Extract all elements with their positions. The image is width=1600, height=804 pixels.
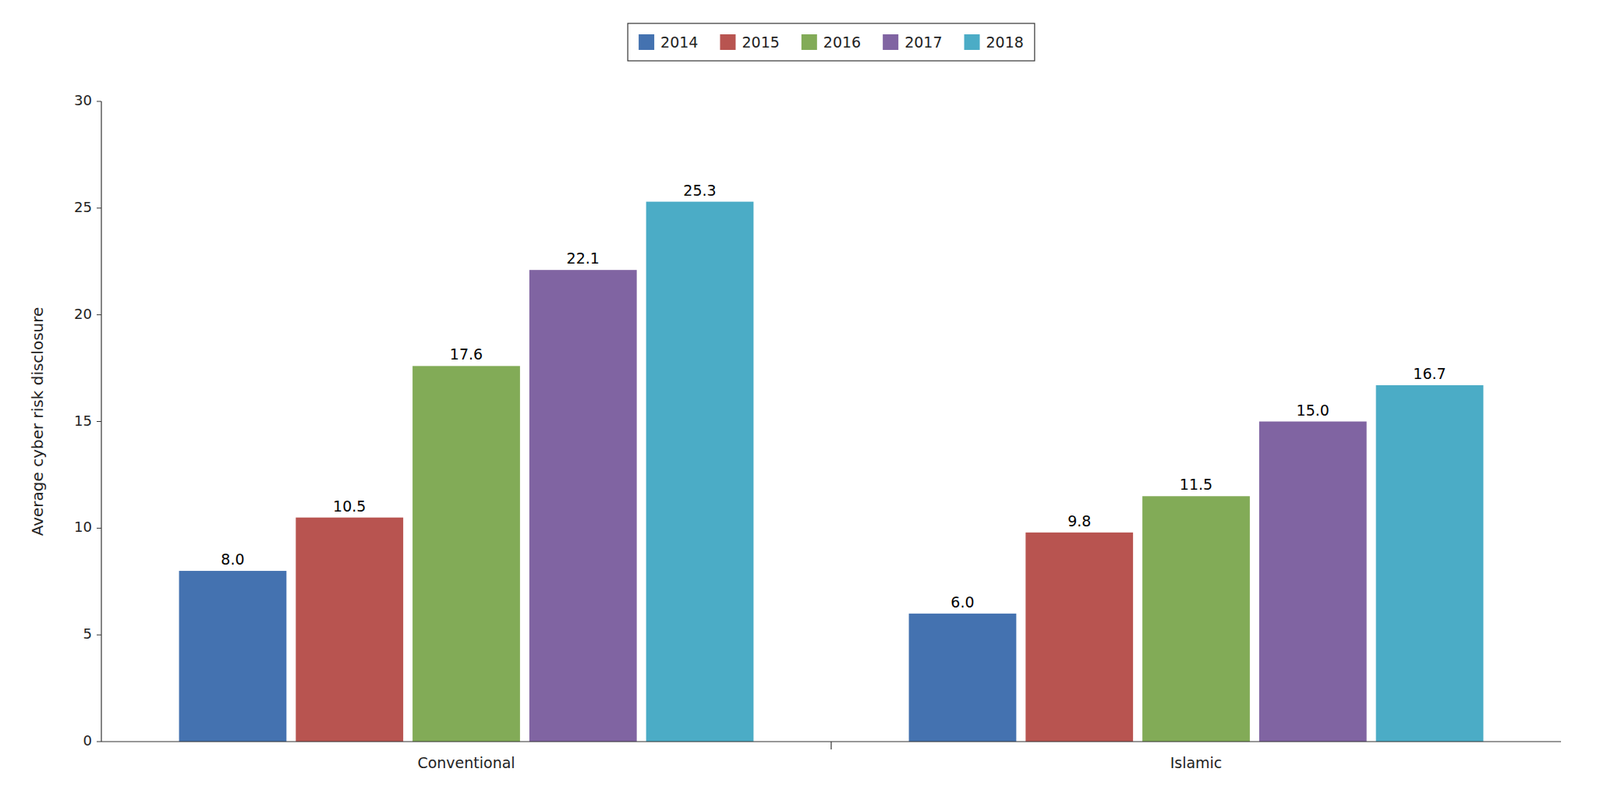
legend-label: 2014 xyxy=(660,33,698,51)
x-tick-label: Islamic xyxy=(1170,753,1223,772)
y-tick-label: 25 xyxy=(74,198,93,216)
y-tick-label: 15 xyxy=(74,412,93,429)
y-tick-label: 0 xyxy=(83,732,93,749)
data-label: 9.8 xyxy=(1067,512,1091,530)
legend: 2014 2015 2016 2017 2018 xyxy=(627,23,1035,61)
bar xyxy=(529,269,638,742)
legend-swatch xyxy=(719,34,736,50)
bar xyxy=(646,201,754,742)
data-label: 17.6 xyxy=(449,345,483,363)
legend-label: 2018 xyxy=(986,33,1024,51)
bar xyxy=(1259,421,1367,743)
legend-swatch xyxy=(882,34,899,50)
y-tick xyxy=(96,421,102,422)
background xyxy=(0,0,1600,804)
bar xyxy=(1376,385,1484,742)
bar xyxy=(1025,532,1133,742)
legend-swatch xyxy=(638,34,655,50)
legend-swatch xyxy=(964,34,981,50)
y-tick xyxy=(96,741,102,743)
x-tick-label: Conventional xyxy=(417,753,515,772)
data-label: 15.0 xyxy=(1296,401,1330,419)
y-tick xyxy=(96,527,102,529)
y-tick-label: 30 xyxy=(74,92,93,109)
bar xyxy=(909,613,1017,742)
data-label: 8.0 xyxy=(220,550,245,568)
bars xyxy=(179,201,1484,742)
legend-label: 2017 xyxy=(904,33,942,51)
y-tick xyxy=(96,207,102,209)
legend-label: 2016 xyxy=(823,33,861,51)
y-tick xyxy=(96,101,102,103)
bar xyxy=(295,517,404,742)
data-label: 6.0 xyxy=(950,593,974,611)
legend-swatch xyxy=(801,34,818,50)
bar xyxy=(412,365,521,742)
chart: 8.0 6.0 10.5 9.8 17.6 11.5 22.1 15.0 25.3 16.7 0 5 1… xyxy=(0,0,1600,804)
y-tick-label: 20 xyxy=(74,305,93,323)
legend-frame xyxy=(627,23,1035,61)
data-label: 11.5 xyxy=(1179,475,1213,493)
y-tick xyxy=(96,634,102,636)
y-tick-label: 5 xyxy=(83,625,93,642)
y-tick-label: 10 xyxy=(74,518,93,535)
y-tick xyxy=(96,314,102,316)
bar xyxy=(179,570,287,742)
y-axis-label: Average cyber risk disclosure xyxy=(28,307,47,537)
group-separator xyxy=(830,741,832,750)
data-label: 10.5 xyxy=(332,497,366,515)
bar xyxy=(1142,495,1250,742)
legend-label: 2015 xyxy=(741,33,779,51)
data-label: 16.7 xyxy=(1412,364,1446,383)
data-label: 25.3 xyxy=(683,181,716,199)
data-label: 22.1 xyxy=(566,249,600,267)
